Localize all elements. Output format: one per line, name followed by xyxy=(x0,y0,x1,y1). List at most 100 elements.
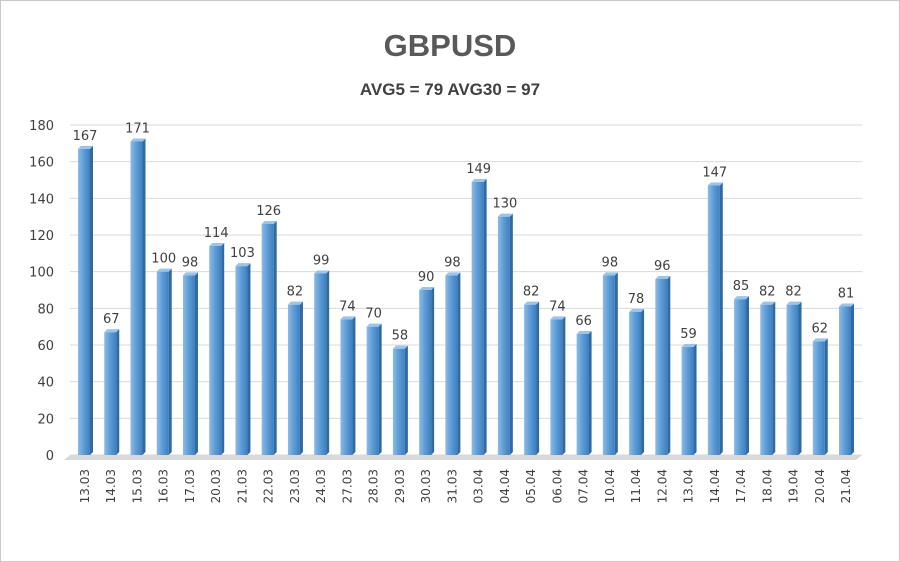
data-label: 81 xyxy=(838,287,855,302)
bar-top xyxy=(681,343,697,347)
x-tick-label: 14.04 xyxy=(708,469,722,503)
data-label: 67 xyxy=(103,312,120,327)
bar-top xyxy=(707,182,723,186)
y-tick-label: 60 xyxy=(37,339,54,354)
bar-side xyxy=(851,303,854,455)
bar-side xyxy=(746,296,750,455)
bar-top xyxy=(655,276,671,279)
bar-side xyxy=(667,276,671,455)
bar-side xyxy=(483,178,487,456)
bar-side xyxy=(719,182,723,455)
x-tick-label: 31.03 xyxy=(445,469,459,503)
bar-top xyxy=(734,296,750,300)
bar xyxy=(576,334,589,455)
bar-top xyxy=(392,345,408,349)
chart-subtitle: AVG5 = 79 AVG30 = 97 xyxy=(359,80,541,99)
x-tick-label: 13.03 xyxy=(78,469,92,503)
bar xyxy=(104,332,117,455)
data-label: 85 xyxy=(733,279,750,294)
bar-top xyxy=(78,145,93,149)
bar xyxy=(707,185,720,455)
y-tick-label: 0 xyxy=(46,449,54,464)
data-label: 66 xyxy=(575,314,592,329)
y-tick-label: 140 xyxy=(29,192,54,207)
data-label: 167 xyxy=(73,129,98,144)
y-tick-label: 40 xyxy=(37,376,54,391)
bar-top xyxy=(524,301,540,305)
data-label: 78 xyxy=(628,292,645,307)
x-tick-label: 29.03 xyxy=(393,469,407,503)
x-tick-label: 22.03 xyxy=(262,469,276,503)
bar xyxy=(287,304,300,455)
bar xyxy=(156,271,169,455)
bar xyxy=(182,275,195,455)
bar-side xyxy=(116,329,120,455)
bar-side xyxy=(536,301,540,455)
bar-side xyxy=(247,263,251,455)
bar-top xyxy=(445,272,461,276)
chart-title: GBPUSD xyxy=(383,28,517,63)
bar xyxy=(340,319,353,455)
y-tick-label: 180 xyxy=(29,119,54,134)
bar-top xyxy=(419,287,435,290)
x-tick-label: 21.04 xyxy=(839,469,853,503)
bar-top xyxy=(156,268,172,272)
bar-top xyxy=(576,331,592,334)
bar xyxy=(445,275,458,455)
x-tick-label: 21.03 xyxy=(235,469,249,503)
bar xyxy=(392,348,405,455)
y-tick-label: 120 xyxy=(29,229,54,244)
x-tick-label: 12.04 xyxy=(655,469,669,503)
bar xyxy=(760,304,773,455)
bar-side xyxy=(326,270,330,455)
bar-side xyxy=(588,331,592,455)
x-tick-label: 04.04 xyxy=(498,469,512,503)
data-label: 70 xyxy=(365,307,382,322)
data-label: 130 xyxy=(492,197,517,212)
bar-top xyxy=(550,316,566,320)
bar xyxy=(366,326,379,455)
bar-top xyxy=(839,303,854,307)
bar-top xyxy=(629,309,645,312)
data-label: 59 xyxy=(680,327,697,342)
bar-side xyxy=(404,345,408,455)
bar xyxy=(681,346,694,455)
x-tick-label: 27.03 xyxy=(340,469,354,503)
bar-top xyxy=(471,178,487,182)
bar-top xyxy=(366,323,382,327)
bar-side xyxy=(168,268,172,455)
bar-side xyxy=(221,243,225,455)
chart-floor xyxy=(64,455,862,460)
bar xyxy=(629,312,642,455)
data-label: 149 xyxy=(466,162,491,177)
data-label: 98 xyxy=(602,255,619,270)
bar-side xyxy=(142,138,146,455)
bar-top xyxy=(130,138,146,142)
bar xyxy=(812,341,825,455)
bar-side xyxy=(299,301,303,455)
bar-side xyxy=(824,338,828,455)
bar xyxy=(78,148,90,456)
x-tick-label: 07.04 xyxy=(577,469,591,503)
bar xyxy=(235,266,248,455)
bar-top xyxy=(261,221,277,224)
bar-top xyxy=(209,243,225,246)
bar-top xyxy=(602,272,618,276)
bar-top xyxy=(340,316,356,320)
bar xyxy=(786,304,799,455)
x-tick-label: 13.04 xyxy=(682,469,696,503)
y-tick-label: 20 xyxy=(37,412,54,427)
x-tick-label: 17.03 xyxy=(183,469,197,503)
y-tick-label: 100 xyxy=(29,266,54,281)
data-label: 98 xyxy=(182,255,199,270)
bar-side xyxy=(562,316,566,455)
bar xyxy=(314,273,327,455)
x-tick-label: 24.03 xyxy=(314,469,328,503)
bar xyxy=(602,275,615,455)
bar-side xyxy=(614,272,618,455)
x-tick-label: 14.03 xyxy=(104,469,118,503)
data-label: 100 xyxy=(151,252,176,267)
data-label: 74 xyxy=(549,299,566,314)
x-tick-label: 03.04 xyxy=(472,469,486,503)
